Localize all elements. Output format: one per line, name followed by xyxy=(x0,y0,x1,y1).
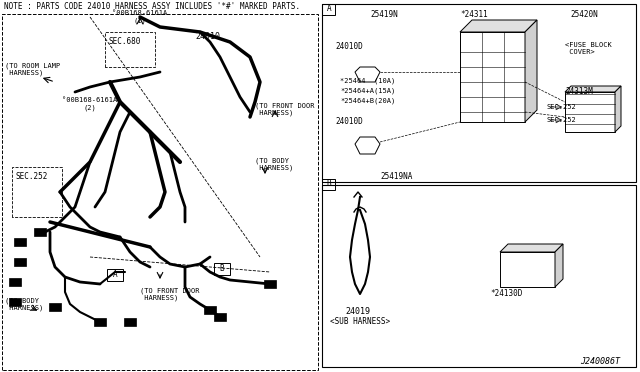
Text: (TO BODY
 HARNESS): (TO BODY HARNESS) xyxy=(5,297,44,311)
Text: B: B xyxy=(326,179,332,188)
Polygon shape xyxy=(460,20,537,32)
Bar xyxy=(322,4,636,182)
Polygon shape xyxy=(204,306,216,314)
Polygon shape xyxy=(264,280,276,288)
Text: 25419N: 25419N xyxy=(370,10,397,19)
Text: 24010D: 24010D xyxy=(335,42,363,51)
Polygon shape xyxy=(615,86,621,132)
Text: SEC.252: SEC.252 xyxy=(547,104,577,110)
Polygon shape xyxy=(34,228,46,236)
Polygon shape xyxy=(500,244,563,252)
Bar xyxy=(322,185,636,367)
Polygon shape xyxy=(9,298,21,306)
Text: SEC.252: SEC.252 xyxy=(15,172,47,181)
Text: (TO FRONT DOOR
 HARNESS): (TO FRONT DOOR HARNESS) xyxy=(255,102,314,116)
Polygon shape xyxy=(565,92,615,132)
Polygon shape xyxy=(555,244,563,287)
Text: SEC.680: SEC.680 xyxy=(108,37,140,46)
Text: °00B168-6161A
(2): °00B168-6161A (2) xyxy=(62,97,118,110)
Text: J240086T: J240086T xyxy=(580,357,620,366)
Polygon shape xyxy=(500,252,555,287)
Text: <SUB HARNESS>: <SUB HARNESS> xyxy=(330,317,390,326)
Text: 24010D: 24010D xyxy=(335,117,363,126)
Text: (TO BODY
 HARNESS): (TO BODY HARNESS) xyxy=(255,157,293,171)
Text: 25419NA: 25419NA xyxy=(380,172,412,181)
Text: A: A xyxy=(113,270,117,279)
Text: *25464+A(15A): *25464+A(15A) xyxy=(340,87,396,93)
Polygon shape xyxy=(214,313,226,321)
Polygon shape xyxy=(94,318,106,326)
Polygon shape xyxy=(49,303,61,311)
Polygon shape xyxy=(565,86,621,92)
Polygon shape xyxy=(525,20,537,122)
Polygon shape xyxy=(124,318,136,326)
Polygon shape xyxy=(14,258,26,266)
Text: °00B168-6161A
(1): °00B168-6161A (1) xyxy=(113,10,168,23)
Text: *24311: *24311 xyxy=(460,10,488,19)
Text: (TO FRONT DOOR
 HARNESS): (TO FRONT DOOR HARNESS) xyxy=(140,287,200,301)
Text: A: A xyxy=(326,4,332,13)
Text: NOTE : PARTS CODE 24010 HARNESS ASSY INCLUDES '*#' MARKED PARTS.: NOTE : PARTS CODE 24010 HARNESS ASSY INC… xyxy=(4,2,300,11)
Text: <FUSE BLOCK
 COVER>: <FUSE BLOCK COVER> xyxy=(565,42,612,55)
Text: 24019: 24019 xyxy=(345,307,370,316)
Text: *24130D: *24130D xyxy=(490,289,522,298)
Text: 25420N: 25420N xyxy=(570,10,598,19)
Polygon shape xyxy=(460,32,525,122)
Text: 24313M: 24313M xyxy=(565,87,593,96)
Text: *25464+B(20A): *25464+B(20A) xyxy=(340,97,396,103)
Text: 24010: 24010 xyxy=(195,32,220,41)
Polygon shape xyxy=(14,238,26,246)
Text: *25464  (10A): *25464 (10A) xyxy=(340,77,396,83)
Polygon shape xyxy=(9,278,21,286)
Text: SEC.252: SEC.252 xyxy=(547,117,577,123)
Text: B: B xyxy=(220,264,224,273)
Text: (TO ROOM LAMP
 HARNESS): (TO ROOM LAMP HARNESS) xyxy=(5,62,60,76)
